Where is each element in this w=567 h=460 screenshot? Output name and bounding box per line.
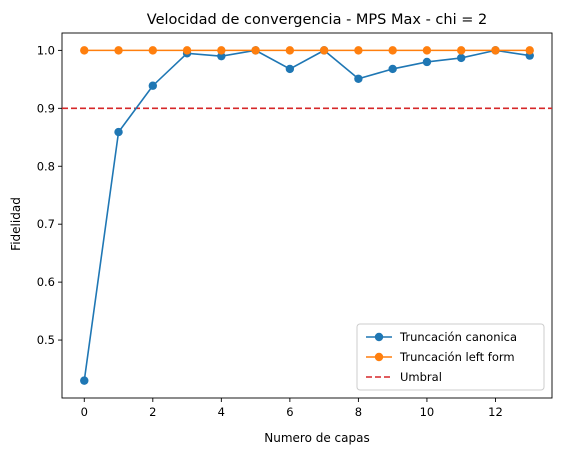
data-point	[456, 53, 466, 63]
data-point	[80, 376, 89, 385]
chart-title: Velocidad de convergencia - MPS Max - ch…	[147, 12, 487, 28]
data-point	[319, 46, 329, 55]
data-point	[114, 127, 123, 137]
legend: Truncación canonica Truncación left form U…	[356, 323, 545, 391]
legend-label: Truncación left form	[399, 350, 515, 364]
legend-entry: Truncación canonica	[366, 330, 517, 344]
x-tick-label: 6	[286, 405, 293, 419]
legend-entry: Truncación left form	[366, 350, 515, 364]
data-point	[148, 81, 158, 90]
y-tick-label: 0.7	[37, 217, 55, 231]
data-point	[491, 46, 500, 55]
series-2	[80, 46, 534, 55]
data-point	[80, 46, 89, 55]
data-point	[388, 64, 397, 74]
data-point	[114, 46, 123, 55]
data-point	[217, 51, 226, 61]
x-axis: 0 2 4 6 8 10 12	[81, 398, 503, 419]
x-tick-label: 2	[149, 405, 156, 419]
series-line	[83, 49, 530, 381]
legend-marker	[374, 352, 384, 362]
x-tick-label: 12	[488, 405, 503, 419]
data-point	[251, 46, 260, 55]
data-point	[182, 46, 192, 55]
data-point	[354, 74, 363, 83]
y-tick-label: 0.8	[37, 159, 55, 173]
x-tick-label: 0	[81, 405, 88, 419]
y-axis-label: Fidelidad	[9, 197, 23, 251]
x-axis-label: Numero de capas	[264, 431, 369, 445]
x-tick-label: 4	[218, 405, 225, 419]
data-point	[354, 46, 363, 55]
legend-marker	[374, 332, 384, 342]
data-point	[388, 46, 397, 55]
data-point	[148, 46, 158, 55]
legend-box	[356, 323, 545, 391]
y-tick-label: 0.5	[37, 333, 55, 347]
data-point	[285, 64, 295, 74]
y-axis: 0.5 0.6 0.7 0.8 0.9 1.0	[37, 43, 62, 347]
y-tick-label: 0.6	[37, 275, 55, 289]
series-layer	[80, 46, 534, 385]
x-tick-label: 8	[355, 405, 362, 419]
plot-frame	[61, 32, 553, 399]
data-point	[422, 46, 432, 55]
y-tick-label: 1.0	[37, 43, 55, 57]
data-point	[525, 46, 534, 55]
plot-area	[61, 32, 553, 399]
data-point	[456, 46, 466, 55]
x-tick-label: 10	[420, 405, 435, 419]
data-point	[422, 57, 432, 67]
legend-label: Truncación canonica	[399, 330, 517, 344]
legend-label: Umbral	[400, 370, 442, 384]
legend-entry: Umbral	[366, 370, 442, 384]
data-point	[285, 46, 295, 55]
data-point	[217, 46, 226, 55]
y-tick-label: 0.9	[37, 101, 55, 115]
